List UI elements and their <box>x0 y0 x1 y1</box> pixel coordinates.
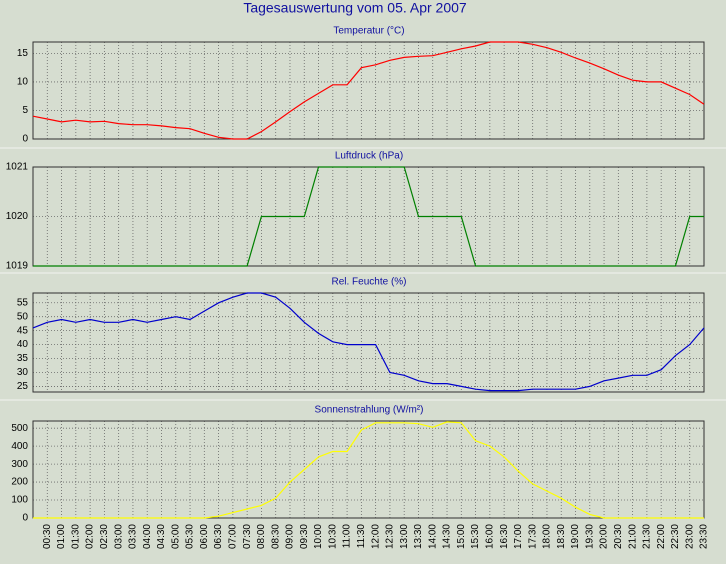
x-tick-label: 12:00 <box>370 524 381 549</box>
x-tick-label: 06:30 <box>213 524 224 549</box>
y-tick-label: 0 <box>22 513 28 524</box>
y-tick-label: 100 <box>11 495 28 506</box>
x-tick-label: 16:30 <box>499 524 510 549</box>
x-tick-label: 20:30 <box>613 524 624 549</box>
y-tick-label: 35 <box>17 353 29 364</box>
y-tick-label: 45 <box>17 325 29 336</box>
x-tick-label: 10:00 <box>313 524 324 549</box>
y-tick-label: 1020 <box>6 211 29 222</box>
x-tick-label: 11:00 <box>342 524 353 549</box>
plot-frame <box>32 41 705 140</box>
x-tick-label: 03:30 <box>128 524 139 549</box>
x-tick-label: 21:30 <box>642 524 653 549</box>
x-tick-label: 20:00 <box>599 524 610 549</box>
y-tick-label: 1021 <box>6 162 29 173</box>
y-tick-label: 50 <box>17 311 29 322</box>
chart-title: Sonnenstrahlung (W/m²) <box>315 405 424 416</box>
x-tick-label: 14:00 <box>427 524 438 549</box>
x-tick-label: 18:30 <box>556 524 567 549</box>
x-tick-label: 08:30 <box>270 524 281 549</box>
x-tick-label: 21:00 <box>627 524 638 549</box>
y-tick-label: 40 <box>17 339 29 350</box>
y-tick-label: 200 <box>11 477 28 488</box>
x-tick-label: 05:00 <box>170 524 181 549</box>
x-tick-label: 14:30 <box>442 524 453 549</box>
x-tick-label: 01:00 <box>56 524 67 549</box>
x-tick-label: 06:00 <box>199 524 210 549</box>
x-tick-label: 22:30 <box>670 524 681 549</box>
plot-frame <box>32 292 705 393</box>
page-title: Tagesauswertung vom 05. Apr 2007 <box>243 0 467 16</box>
chart-title: Temperatur (°C) <box>333 26 404 37</box>
x-tick-label: 02:30 <box>99 524 110 549</box>
x-tick-label: 17:00 <box>513 524 524 549</box>
x-tick-label: 09:30 <box>299 524 310 549</box>
y-tick-label: 0 <box>22 134 28 145</box>
x-tick-label: 07:30 <box>242 524 253 549</box>
x-tick-label: 15:00 <box>456 524 467 549</box>
y-tick-label: 10 <box>17 77 29 88</box>
x-tick-label: 15:30 <box>470 524 481 549</box>
data-line <box>32 41 705 140</box>
x-tick-label: 11:30 <box>356 524 367 549</box>
x-tick-label: 10:30 <box>327 524 338 549</box>
x-tick-label: 23:00 <box>684 524 695 549</box>
y-tick-label: 400 <box>11 441 28 452</box>
x-tick-label: 00:30 <box>42 524 53 549</box>
plot-frame <box>32 420 705 519</box>
x-tick-label: 01:30 <box>70 524 81 549</box>
y-tick-label: 15 <box>17 48 29 59</box>
chart-title: Rel. Feuchte (%) <box>331 277 406 288</box>
chart-title: Luftdruck (hPa) <box>335 151 403 162</box>
x-tick-label: 16:00 <box>484 524 495 549</box>
y-tick-label: 1019 <box>6 261 29 272</box>
x-tick-label: 17:30 <box>527 524 538 549</box>
y-tick-label: 25 <box>17 381 29 392</box>
x-tick-label: 02:00 <box>85 524 96 549</box>
x-tick-label: 23:30 <box>699 524 710 549</box>
x-tick-label: 03:00 <box>113 524 124 549</box>
x-tick-label: 09:00 <box>285 524 296 549</box>
y-tick-label: 300 <box>11 459 28 470</box>
data-line <box>32 292 705 392</box>
x-tick-label: 07:00 <box>228 524 239 549</box>
y-tick-label: 5 <box>22 105 28 116</box>
y-tick-label: 55 <box>17 297 29 308</box>
x-tick-label: 12:30 <box>385 524 396 549</box>
data-line <box>33 421 704 519</box>
x-tick-label: 05:30 <box>185 524 196 549</box>
x-tick-label: 08:00 <box>256 524 267 549</box>
x-tick-label: 04:00 <box>142 524 153 549</box>
x-tick-label: 04:30 <box>156 524 167 549</box>
x-tick-label: 13:00 <box>399 524 410 549</box>
y-tick-label: 500 <box>11 423 28 434</box>
y-tick-label: 30 <box>17 367 29 378</box>
x-tick-label: 13:30 <box>413 524 424 549</box>
x-tick-label: 19:30 <box>584 524 595 549</box>
x-tick-label: 22:00 <box>656 524 667 549</box>
x-tick-label: 19:00 <box>570 524 581 549</box>
x-tick-label: 18:00 <box>542 524 553 549</box>
data-line <box>33 166 704 267</box>
